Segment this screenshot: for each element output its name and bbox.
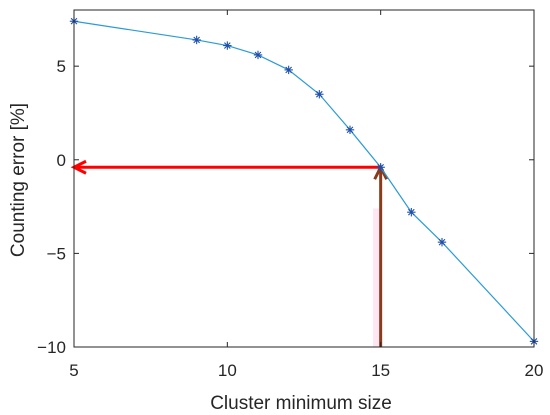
x-tick-label: 20: [525, 361, 544, 380]
y-tick-label: 5: [57, 57, 66, 76]
data-point: [437, 237, 447, 247]
data-point: [407, 208, 416, 217]
x-axis-label: Cluster minimum size: [210, 393, 392, 414]
data-point: [223, 41, 232, 50]
data-point: [345, 125, 355, 135]
series-line-group: [69, 17, 539, 346]
x-axis-ticks: 5 10 15 20: [69, 10, 543, 380]
plot-area: [74, 10, 534, 347]
axes-frame: [73, 9, 535, 348]
y-tick-label: −5: [47, 244, 66, 263]
x-tick-label: 15: [371, 361, 390, 380]
plot-background: [74, 10, 534, 347]
x-tick-label: 10: [218, 361, 237, 380]
shaded-band: [373, 208, 382, 347]
y-tick-label: 0: [57, 151, 66, 170]
data-point: [192, 35, 201, 45]
y-axis-ticks: 5 0 −5 −10: [37, 57, 534, 357]
data-point: [315, 90, 324, 99]
y-tick-label: −10: [37, 338, 66, 357]
y-axis-label: Counting error [%]: [8, 103, 29, 257]
annotations: [70, 159, 389, 347]
data-point: [284, 65, 293, 75]
data-point: [376, 163, 385, 172]
data-point: [253, 50, 263, 60]
x-tick-label: 5: [69, 361, 78, 380]
axes-box: [73, 9, 535, 348]
